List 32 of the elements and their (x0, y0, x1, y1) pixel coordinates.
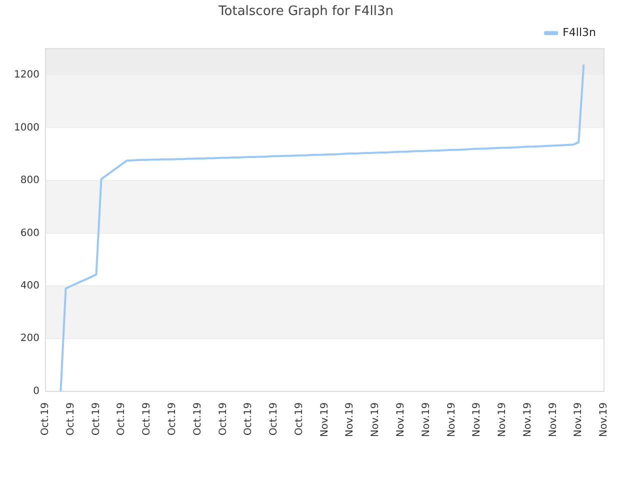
chart-title: Totalscore Graph for F4ll3n (218, 4, 394, 20)
x-tick-label: Nov.19 (472, 402, 483, 438)
x-tick-label: Oct.19 (218, 402, 229, 436)
x-tick-label: Nov.19 (370, 402, 382, 438)
x-tick-label: Nov.19 (598, 402, 610, 438)
y-tick-label: 400 (20, 280, 40, 292)
x-tick-label: Nov.19 (497, 402, 508, 438)
x-tick-label: Nov.19 (395, 402, 406, 438)
x-tick-label: Nov.19 (573, 402, 584, 438)
x-tick-label: Nov.19 (344, 402, 356, 438)
x-tick-label: Nov.19 (522, 402, 534, 438)
y-tick-label: 1200 (14, 70, 40, 81)
x-tick-label: Oct.19 (243, 402, 254, 436)
x-tick-label: Oct.19 (40, 402, 52, 436)
y-tick-label: 600 (20, 228, 40, 239)
x-tick-label: Oct.19 (268, 402, 280, 436)
x-tick-label: Oct.19 (294, 402, 305, 436)
y-tick-label: 0 (33, 386, 40, 397)
y-tick-label: 800 (20, 175, 40, 186)
legend-label: F4ll3n (562, 26, 596, 39)
x-tick-label: Nov.19 (420, 402, 432, 438)
y-tick-label: 200 (20, 333, 40, 344)
x-tick-label: Nov.19 (319, 402, 330, 438)
x-tick-label: Oct.19 (116, 402, 128, 436)
x-tick-label: Nov.19 (548, 402, 559, 438)
x-tick-label: Oct.19 (65, 402, 76, 436)
y-tick-label: 1000 (14, 122, 40, 134)
x-tick-label: Oct.19 (90, 402, 102, 436)
x-tick-label: Nov.19 (446, 402, 458, 438)
x-tick-label: Oct.19 (142, 402, 153, 436)
x-tick-label: Oct.19 (192, 402, 204, 436)
x-tick-label: Oct.19 (166, 402, 178, 436)
